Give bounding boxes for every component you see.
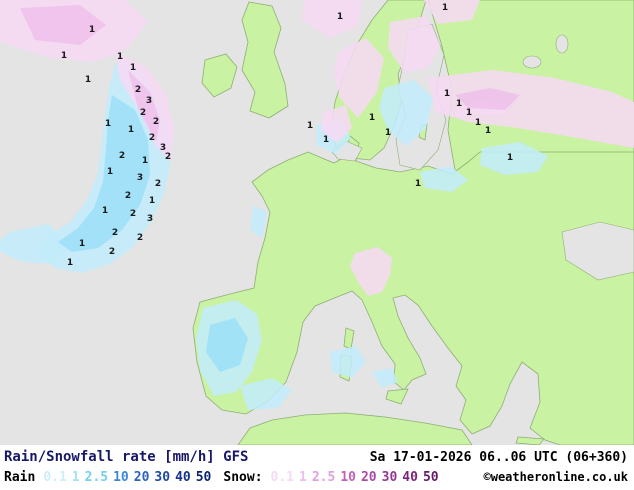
land-continental-europe [192,135,634,445]
snow-area-top-right [424,0,480,24]
rain-area-west-mediterranean [330,346,366,378]
scale-value: 50 [422,470,439,485]
scale-value: 40 [175,470,191,485]
island-crete [515,436,545,445]
snow-label: Snow: [223,470,263,485]
copyright: ©weatheronline.co.uk [483,470,629,484]
rain-area-atlantic-band [36,55,171,273]
snow-core-band-edge [128,70,160,142]
scale-value: 10 [113,470,129,485]
footer-legend-row: Rain 0.1 1 2.5 10 20 30 40 50 Snow: 0.1 1 2.5 10 20… [4,470,628,485]
snow-area-norway [334,38,384,118]
island-great-britain [241,1,289,119]
scale-value: 30 [381,470,398,485]
scale-value: 0.1 [270,470,295,485]
scale-value: 0.1 [43,470,67,485]
snow-area-alps-north-italy [350,247,392,296]
legend-footer: Rain/Snowfall rate [mm/h] GFS Sa 17-01-2… [0,445,634,490]
map-datetime: Sa 17-01-2026 06..06 UTC (06+360) [369,450,628,465]
lake-onega [555,34,569,54]
scale-value: 20 [133,470,150,485]
snow-area-norwegian-sea [302,0,362,38]
rain-core-portugal [206,318,248,372]
scale-value: 50 [195,470,212,485]
rain-area-biscay [250,206,267,238]
rain-area-sweden [379,80,433,146]
lake-ladoga [522,55,542,69]
rain-area-atlantic-southwest [0,224,68,264]
rain-scale: 0.1 1 2.5 10 20 30 40 50 [43,470,211,485]
snow-core-northwest [20,5,106,45]
rain-area-baltic-states [480,142,548,175]
land-north-africa [237,412,473,445]
scale-value: 1 [299,470,307,485]
scale-value: 30 [154,470,171,485]
scale-value: 20 [360,470,377,485]
scale-value: 2.5 [84,470,109,485]
rain-area-tyrrhenian [372,368,398,388]
footer-title-row: Rain/Snowfall rate [mm/h] GFS Sa 17-01-2… [4,449,628,465]
rain-area-east-europe [420,166,468,192]
rain-core-atlantic-band [58,95,150,252]
scale-value: 40 [402,470,418,485]
snow-area-north-sweden-finland [388,16,440,72]
scale-value: 1 [71,470,80,485]
map-title: Rain/Snowfall rate [mm/h] GFS [4,449,249,465]
island-ireland [201,53,238,98]
snow-scale: 0.1 1 2.5 10 20 30 40 50 [271,470,439,485]
scale-value: 10 [340,470,356,485]
island-sicily [385,388,409,405]
snow-area-south-norway-coast [321,105,352,143]
scale-value: 2.5 [311,470,336,485]
black-sea [561,221,634,281]
snow-core-russia [455,88,520,110]
rain-label: Rain [4,470,36,485]
europe-map-canvas [0,0,634,445]
rain-area-south-spain [240,378,292,410]
snow-area-russia-band [428,70,634,148]
